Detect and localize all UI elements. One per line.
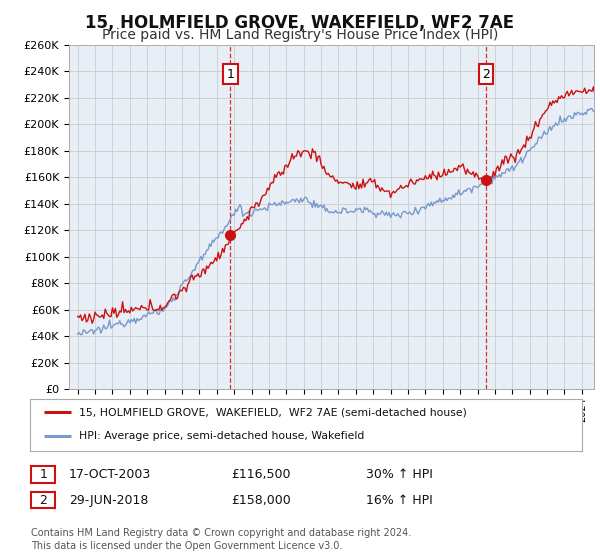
Text: 30% ↑ HPI: 30% ↑ HPI <box>366 468 433 482</box>
Text: 1: 1 <box>39 468 47 482</box>
Text: Contains HM Land Registry data © Crown copyright and database right 2024.
This d: Contains HM Land Registry data © Crown c… <box>31 528 412 550</box>
Text: 16% ↑ HPI: 16% ↑ HPI <box>366 493 433 507</box>
Text: £116,500: £116,500 <box>231 468 290 482</box>
Text: 17-OCT-2003: 17-OCT-2003 <box>69 468 151 482</box>
Text: 15, HOLMFIELD GROVE, WAKEFIELD, WF2 7AE: 15, HOLMFIELD GROVE, WAKEFIELD, WF2 7AE <box>85 14 515 32</box>
Text: HPI: Average price, semi-detached house, Wakefield: HPI: Average price, semi-detached house,… <box>79 431 364 441</box>
Text: 29-JUN-2018: 29-JUN-2018 <box>69 493 148 507</box>
Text: Price paid vs. HM Land Registry's House Price Index (HPI): Price paid vs. HM Land Registry's House … <box>102 28 498 42</box>
Text: 15, HOLMFIELD GROVE,  WAKEFIELD,  WF2 7AE (semi-detached house): 15, HOLMFIELD GROVE, WAKEFIELD, WF2 7AE … <box>79 407 466 417</box>
Text: 1: 1 <box>227 68 235 81</box>
Text: 2: 2 <box>39 493 47 507</box>
Text: £158,000: £158,000 <box>231 493 291 507</box>
Text: 2: 2 <box>482 68 490 81</box>
